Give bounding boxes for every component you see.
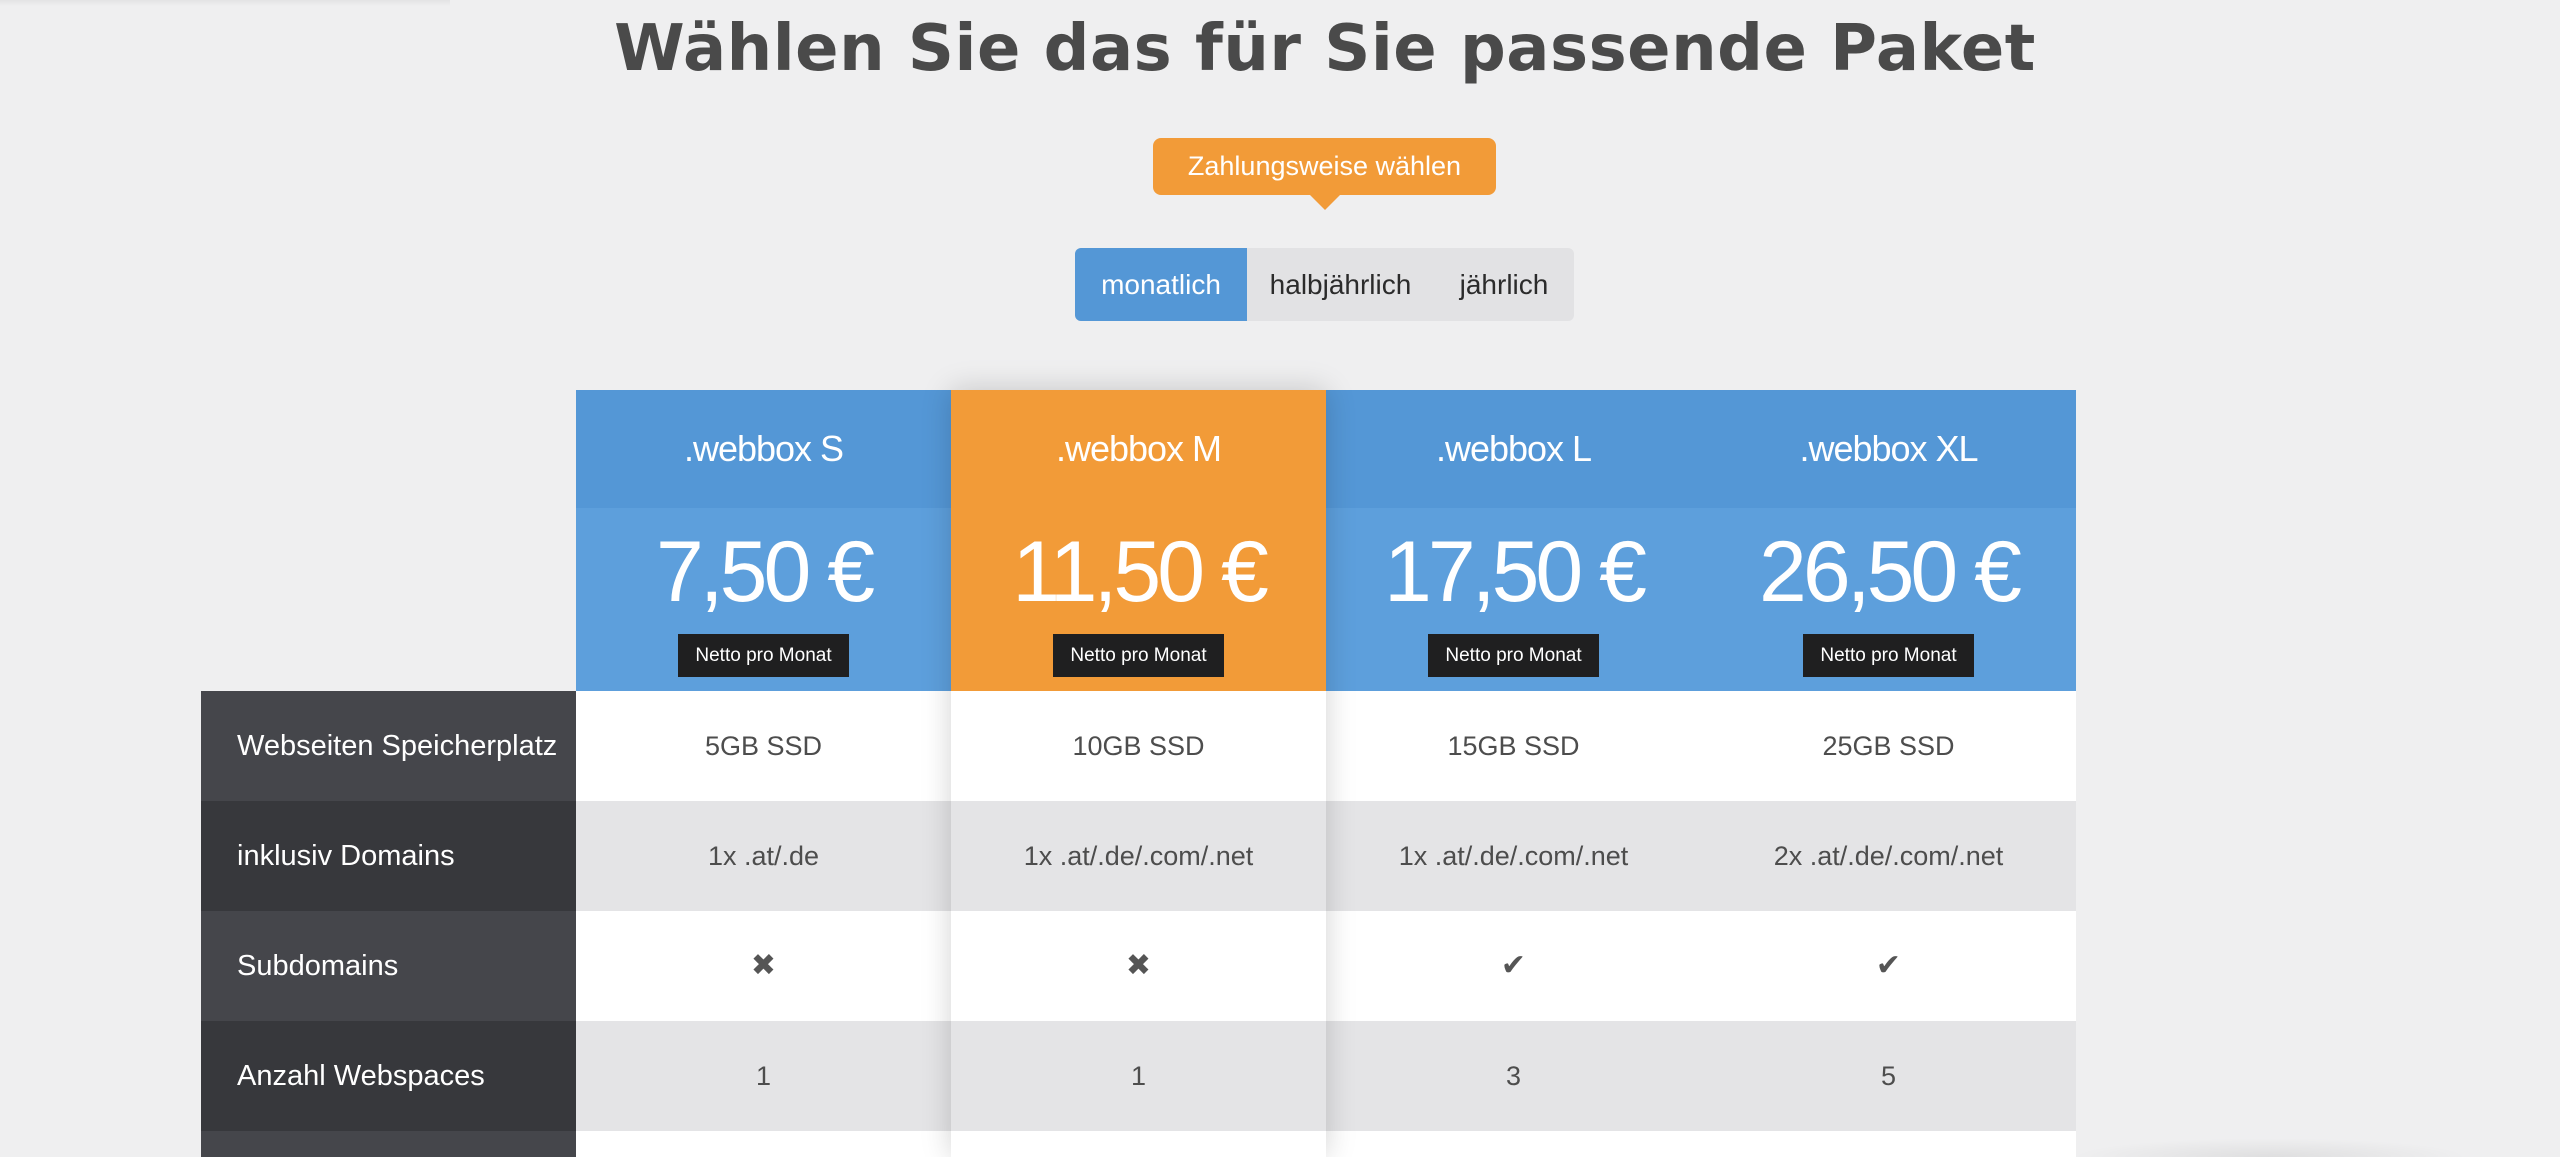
price-period-badge: Netto pro Monat (678, 634, 849, 677)
plan-price: 11,50 € (1012, 524, 1269, 620)
plan-card-xl: .webbox XL 26,50 € Netto pro Monat 25GB … (1701, 390, 2076, 1157)
price-period-badge: Netto pro Monat (1803, 634, 1974, 677)
billing-option-yearly[interactable]: jährlich (1459, 269, 1549, 300)
plan-value: 1x .at/.de/.com/.net (1326, 801, 1701, 911)
plan-value: 5 (1701, 1021, 2076, 1131)
plan-value: 1 (576, 1021, 951, 1131)
plan-card-m: .webbox M 11,50 € Netto pro Monat 10GB S… (951, 390, 1326, 1157)
plan-price: 7,50 € (655, 524, 875, 620)
billing-period-toggle: monatlich halbjährlich jährlich (1075, 248, 1574, 321)
feature-label: inklusiv Domains (201, 801, 576, 911)
check-icon: ✔ (1875, 949, 1902, 982)
plan-value-partial (576, 1131, 951, 1157)
plan-price-box: 11,50 € Netto pro Monat (951, 508, 1326, 691)
plan-value: 2x .at/.de/.com/.net (1701, 801, 2076, 911)
feature-label-column: Webseiten Speicherplatz inklusiv Domains… (201, 691, 576, 1157)
plan-value: 5GB SSD (576, 691, 951, 801)
top-shadow-strip (0, 0, 450, 6)
billing-option-monthly[interactable]: monatlich (1075, 248, 1247, 321)
page-title: Wählen Sie das für Sie passende Paket (614, 12, 2036, 86)
feature-label: Subdomains (201, 911, 576, 1021)
feature-label-partial (201, 1131, 576, 1157)
plan-price-box: 26,50 € Netto pro Monat (1701, 508, 2076, 691)
pricing-table: Webseiten Speicherplatz inklusiv Domains… (201, 390, 2076, 1157)
plan-price-box: 17,50 € Netto pro Monat (1326, 508, 1701, 691)
feature-label: Anzahl Webspaces (201, 1021, 576, 1131)
plan-name: .webbox XL (1701, 390, 2076, 508)
price-period-badge: Netto pro Monat (1428, 634, 1599, 677)
plan-value-partial (1701, 1131, 2076, 1157)
billing-option-half-yearly[interactable]: halbjährlich (1269, 269, 1412, 300)
plan-value: 10GB SSD (951, 691, 1326, 801)
plan-value-partial (951, 1131, 1326, 1157)
feature-label: Webseiten Speicherplatz (201, 691, 576, 801)
payment-callout: Zahlungsweise wählen (1153, 138, 1496, 210)
plan-value: 1x .at/.de/.com/.net (951, 801, 1326, 911)
plan-name: .webbox L (1326, 390, 1701, 508)
plan-value: 3 (1326, 1021, 1701, 1131)
plan-price: 26,50 € (1759, 524, 2022, 620)
plan-price-box: 7,50 € Netto pro Monat (576, 508, 951, 691)
plan-value-partial (1326, 1131, 1701, 1157)
plan-value: 1x .at/.de (576, 801, 951, 911)
plan-value: 1 (951, 1021, 1326, 1131)
check-icon: ✔ (1500, 949, 1527, 982)
plan-card-s: .webbox S 7,50 € Netto pro Monat 5GB SSD… (576, 390, 951, 1157)
plan-value: 15GB SSD (1326, 691, 1701, 801)
price-period-badge: Netto pro Monat (1053, 634, 1224, 677)
plan-name: .webbox M (951, 390, 1326, 508)
plan-name: .webbox S (576, 390, 951, 508)
plan-price: 17,50 € (1384, 524, 1647, 620)
bottom-shadow (2070, 1138, 2470, 1157)
plan-value: 25GB SSD (1701, 691, 2076, 801)
plan-card-l: .webbox L 17,50 € Netto pro Monat 15GB S… (1326, 390, 1701, 1157)
cross-icon: ✖ (750, 949, 777, 982)
cross-icon: ✖ (1125, 949, 1152, 982)
